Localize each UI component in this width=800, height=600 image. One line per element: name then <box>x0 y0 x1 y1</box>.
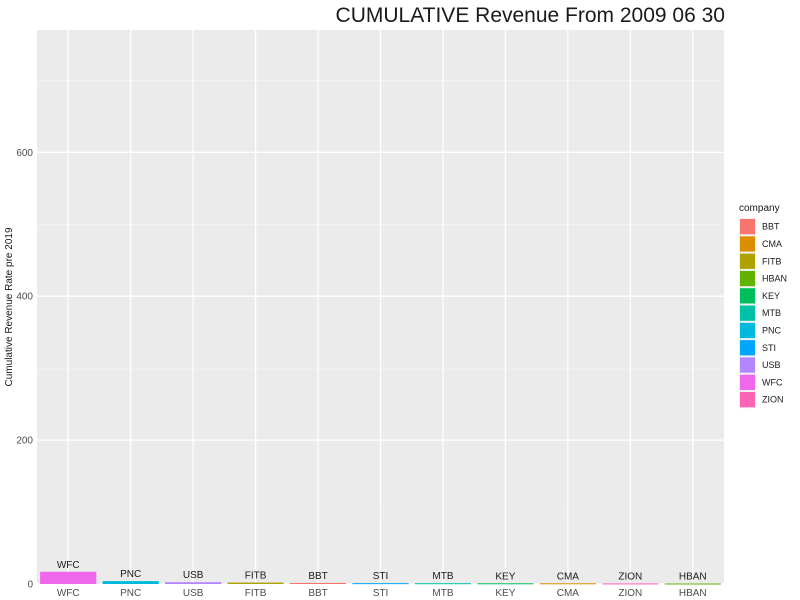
legend-swatch-mtb <box>740 305 755 321</box>
bar-sti <box>352 583 409 585</box>
bars <box>40 571 721 585</box>
bar-wfc <box>40 571 97 584</box>
bar-mtb <box>414 583 472 585</box>
x-axis: WFC PNC USB FITB BBT STI MTB KEY CMA ZION HBAN <box>57 588 707 599</box>
y-tick-label: 0 <box>27 580 33 591</box>
legend-label-key: KEY <box>762 291 780 301</box>
bar-fitb <box>227 582 284 584</box>
legend: company BBT CMA FITB HBAN KEY MTB PNC STI USB WFC… <box>739 203 787 409</box>
chart-title: CUMULATIVE Revenue From 2009 06 30 <box>336 4 725 27</box>
data-labels: WFC PNC USB FITB BBT STI MTB KEY CMA ZION HBAN <box>57 560 707 583</box>
legend-swatch-hban <box>740 270 755 287</box>
gridlines <box>37 30 724 585</box>
bar-pnc <box>102 581 159 584</box>
legend-swatch-fitb <box>740 253 755 269</box>
bar-key <box>477 583 534 585</box>
bar-cma <box>539 583 596 585</box>
legend-swatch-key <box>740 288 755 304</box>
x-tick-label: HBAN <box>679 588 707 599</box>
data-label-hban: HBAN <box>679 571 707 582</box>
y-tick-label: 200 <box>16 436 33 447</box>
legend-swatch-usb <box>740 357 755 373</box>
y-axis: 0 200 400 600 <box>16 148 33 591</box>
bar-hban <box>664 583 721 585</box>
legend-label-hban: HBAN <box>762 274 787 284</box>
x-tick-label: PNC <box>120 588 141 599</box>
legend-swatch-sti <box>740 340 755 356</box>
x-tick-label: STI <box>373 588 389 599</box>
legend-label-sti: STI <box>762 343 776 353</box>
data-label-mtb: MTB <box>432 571 453 582</box>
x-tick-label: CMA <box>557 588 580 599</box>
data-label-fitb: FITB <box>245 571 267 582</box>
legend-swatch-cma <box>740 236 755 252</box>
legend-label-mtb: MTB <box>762 308 781 318</box>
legend-label-fitb: FITB <box>762 256 782 266</box>
data-label-pnc: PNC <box>120 569 141 580</box>
y-axis-label: Cumulative Revenue Rate pre 2019 <box>4 227 15 386</box>
legend-swatch-pnc <box>740 322 755 339</box>
legend-label-bbt: BBT <box>762 222 780 232</box>
y-tick-label: 600 <box>16 148 33 159</box>
x-tick-label: KEY <box>495 588 515 599</box>
bar-usb <box>165 582 222 584</box>
data-label-key: KEY <box>495 571 515 582</box>
x-tick-label: WFC <box>57 588 80 599</box>
data-label-bbt: BBT <box>308 571 327 582</box>
x-tick-label: ZION <box>618 588 642 599</box>
data-label-cma: CMA <box>557 571 580 582</box>
legend-swatch-wfc <box>740 374 755 390</box>
x-tick-label: FITB <box>245 588 267 599</box>
x-tick-label: USB <box>183 588 204 599</box>
y-tick-label: 400 <box>16 292 33 303</box>
data-label-wfc: WFC <box>57 560 80 571</box>
x-tick-label: MTB <box>432 588 453 599</box>
legend-label-pnc: PNC <box>762 325 782 335</box>
legend-swatch-zion <box>740 392 755 408</box>
legend-label-usb: USB <box>762 360 781 370</box>
legend-swatch-bbt <box>740 219 755 235</box>
data-label-zion: ZION <box>618 571 642 582</box>
data-label-usb: USB <box>183 570 204 581</box>
legend-label-cma: CMA <box>762 239 782 249</box>
x-tick-label: BBT <box>308 588 327 599</box>
legend-label-zion: ZION <box>762 395 784 405</box>
bar-bbt <box>289 582 347 584</box>
legend-label-wfc: WFC <box>762 377 783 387</box>
bar-zion <box>602 583 659 585</box>
legend-title: company <box>739 203 780 214</box>
data-label-sti: STI <box>373 571 389 582</box>
